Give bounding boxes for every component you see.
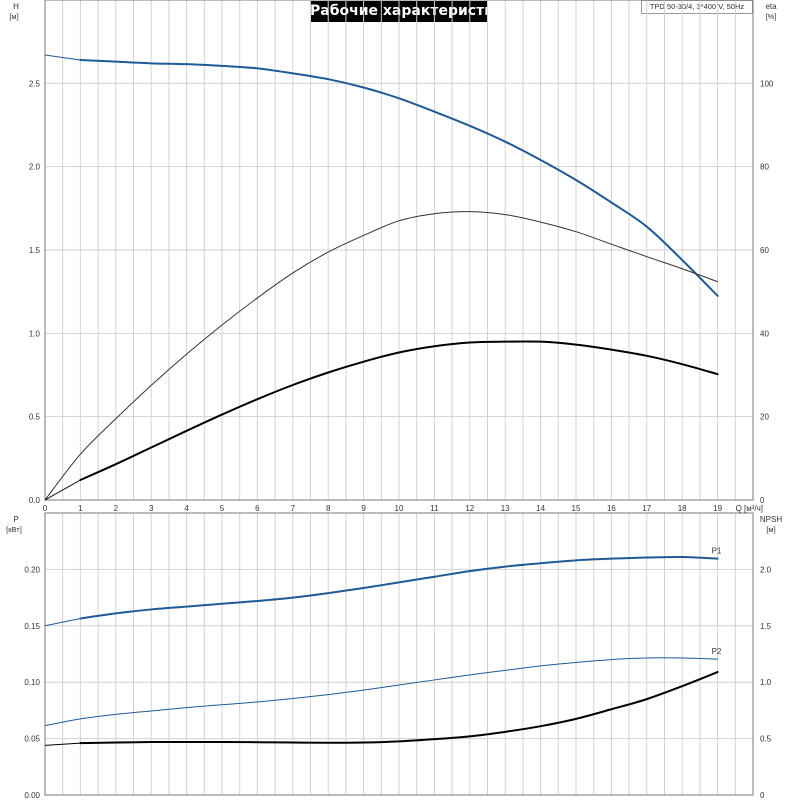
left-axis-tick-label: 0.05 [24, 735, 40, 744]
x-axis-tick-label: 2 [114, 504, 119, 513]
right-axis-tick-label: 0.5 [760, 735, 772, 744]
series-P2-line [44, 657, 719, 727]
x-axis-tick-label: 5 [220, 504, 225, 513]
x-axis-tick-label: 18 [678, 504, 687, 513]
left-axis-tick-label: 1.5 [29, 246, 41, 255]
x-axis-tick-label: 10 [395, 504, 404, 513]
x-axis-tick-label: 6 [255, 504, 260, 513]
series-H-line [79, 59, 719, 297]
x-axis-tick-label: 1 [78, 504, 83, 513]
left-axis-tick-label: 2.5 [29, 79, 41, 88]
right-axis-tick-label: 20 [760, 413, 769, 422]
x-axis-tick-label: 0 [43, 504, 48, 513]
left-axis-tick-label: 0.00 [24, 791, 40, 800]
left-axis-tick-label: 0.20 [24, 565, 40, 574]
x-axis-tick-label: 19 [713, 504, 722, 513]
left-axis-unit: [м] [9, 12, 18, 21]
x-axis-tick-label: 9 [361, 504, 366, 513]
right-axis-unit: [%] [766, 12, 777, 21]
series-label-P1: P1 [712, 547, 722, 556]
right-axis-tick-label: 1.5 [760, 622, 772, 631]
x-axis-tick-label: 16 [607, 504, 616, 513]
left-axis-tick-label: 2.0 [29, 163, 41, 172]
right-axis-tick-label: 2.0 [760, 565, 772, 574]
right-axis-tick-label: 80 [760, 163, 769, 172]
right-axis-unit: [м] [766, 525, 775, 534]
series-P1-line [79, 555, 719, 620]
left-axis-tick-label: 0.5 [29, 413, 41, 422]
series-label-P2: P2 [712, 647, 722, 656]
x-axis-tick-label: 17 [642, 504, 651, 513]
right-axis-tick-label: 60 [760, 246, 769, 255]
left-axis-tick-label: 0.0 [29, 496, 41, 505]
series-eta-line [79, 340, 719, 481]
left-axis-tick-label: 1.0 [29, 329, 41, 338]
panel-top: 0.00.51.01.52.02.5H[м]020406080100eta[%]… [9, 0, 777, 513]
right-axis-tick-label: 100 [760, 79, 774, 88]
x-axis-tick-label: 3 [149, 504, 154, 513]
right-axis-tick-label: 1.0 [760, 678, 772, 687]
x-axis-tick-label: 12 [465, 504, 474, 513]
left-axis-unit: [кВт] [6, 525, 22, 534]
right-axis-tick-label: 0 [760, 496, 765, 505]
left-axis-name: H [13, 2, 19, 11]
series-NPSH-extension [44, 742, 81, 746]
x-axis-tick-label: 8 [326, 504, 331, 513]
plot-frame [44, 0, 754, 501]
right-axis-name: NPSH [760, 515, 782, 524]
x-axis-tick-label: 13 [501, 504, 510, 513]
series-eta-extension [44, 479, 81, 501]
series-NPSH-line [79, 671, 719, 745]
panel-bottom: 0.00 0.05 0.10 0.15 0.20 P[кВт] 0 0.5 1.0 1.5 2.0 N… [6, 512, 782, 800]
series-P1-extension [44, 617, 81, 627]
x-axis-tick-label: 11 [430, 504, 439, 513]
right-axis-tick-label: 0 [760, 791, 765, 800]
x-axis-tick-label: 7 [291, 504, 296, 513]
right-axis-name: eta [765, 2, 777, 11]
x-axis-tick-label: 15 [572, 504, 581, 513]
left-axis-name: P [13, 515, 18, 524]
right-axis-tick-label: 40 [760, 329, 769, 338]
x-axis-tick-label: 14 [536, 504, 545, 513]
left-axis-tick-label: 0.10 [24, 678, 40, 687]
x-axis-name: Q [м³/ч] [736, 504, 763, 513]
left-axis-tick-label: 0.15 [24, 622, 40, 631]
plot-frame [44, 512, 754, 796]
x-axis-tick-label: 4 [184, 504, 189, 513]
series-eta-outer-line [44, 211, 719, 501]
series-H-extension [44, 54, 81, 61]
